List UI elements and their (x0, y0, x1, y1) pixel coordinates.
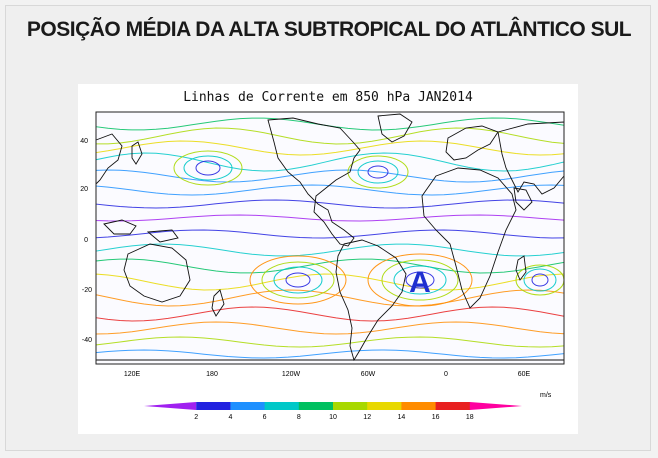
streamline (95, 214, 565, 222)
streamline (95, 140, 565, 156)
high-pressure-marker: A (409, 266, 431, 299)
lat-tick-minus-20: -20 (82, 287, 92, 294)
circulation-loop (261, 261, 335, 299)
circulation-loop (393, 265, 447, 295)
coast-east-asia (95, 133, 123, 186)
coast-europe (445, 125, 499, 161)
circulation-loop (347, 155, 409, 189)
coast-south-america (335, 239, 407, 362)
circulation-loop (249, 255, 347, 305)
colorbar-tick: 2 (194, 414, 198, 421)
colorbar-segment (298, 402, 334, 410)
colorbar-segment (435, 402, 471, 410)
circulation-loop (405, 271, 435, 289)
streamline (95, 273, 565, 291)
circulation-loop (195, 160, 221, 176)
colorbar-segment (367, 402, 402, 410)
colorbar: 2 4 6 8 10 12 14 16 18 (144, 402, 522, 421)
coast-indonesia (103, 219, 137, 235)
colorbar-segment (333, 402, 368, 410)
circulation-loop (381, 259, 459, 301)
colorbar-tick: 16 (432, 414, 440, 421)
colorbar-segment (401, 402, 437, 410)
colorbar-segment (264, 402, 300, 410)
lon-tick-120w: 120W (282, 371, 301, 378)
map-title: Linhas de Corrente em 850 hPa JAN2014 (183, 90, 473, 105)
circulation-loop (357, 160, 399, 184)
streamline (95, 321, 565, 335)
lat-tick-0: 0 (84, 237, 88, 244)
coast-greenland (377, 113, 413, 143)
lon-tick-60e: 60E (518, 371, 531, 378)
streamline (95, 258, 565, 274)
page-heading: POSIÇÃO MÉDIA DA ALTA SUBTROPICAL DO ATL… (26, 18, 632, 41)
lon-tick-120e: 120E (124, 371, 141, 378)
streamline (95, 306, 565, 322)
coast-north-america (267, 117, 361, 247)
streamline (95, 127, 565, 145)
circulation-loop (183, 155, 233, 181)
lat-tick-40: 40 (80, 138, 88, 145)
colorbar-tick: 8 (297, 414, 301, 421)
colorbar-tick: 4 (228, 414, 232, 421)
lon-tick-0: 0 (444, 371, 448, 378)
streamline (95, 152, 565, 172)
coast-new-zealand (211, 289, 225, 317)
lon-tick-180: 180 (206, 371, 218, 378)
streamline (95, 169, 565, 183)
circulation-loop (531, 273, 549, 287)
circulation-loop (523, 268, 557, 292)
streamline (95, 184, 565, 196)
streamlines (95, 117, 565, 359)
streamline (95, 199, 565, 209)
colorbar-tick: 18 (466, 414, 474, 421)
circulation-loop (173, 150, 243, 186)
coast-arabia (513, 187, 533, 211)
circulation-loop (367, 165, 389, 179)
streamline (95, 349, 565, 359)
coast-australia (123, 243, 191, 303)
colorbar-segment (144, 402, 197, 410)
streamline (95, 229, 565, 239)
colorbar-tick: 14 (398, 414, 406, 421)
coast-new-guinea (146, 229, 179, 243)
coast-madagascar (515, 255, 527, 281)
streamline (95, 243, 565, 257)
colorbar-unit: m/s (540, 392, 552, 399)
colorbar-segment (230, 402, 266, 410)
map-border (95, 111, 565, 365)
streamline (95, 336, 565, 348)
colorbar-tick: 6 (263, 414, 267, 421)
lat-tick-minus-40: -40 (82, 337, 92, 344)
colorbar-segment (196, 402, 231, 410)
lon-tick-60w: 60W (361, 371, 376, 378)
coast-japan (131, 141, 143, 165)
coast-africa (421, 167, 517, 309)
map-panel: Linhas de Corrente em 850 hPa JAN2014 (78, 84, 578, 434)
circulation-loop (273, 266, 323, 294)
circulation-loop (367, 253, 473, 307)
colorbar-tick: 12 (363, 414, 371, 421)
colorbar-tick: 10 (329, 414, 337, 421)
lat-tick-20: 20 (80, 186, 88, 193)
colorbar-segment (469, 402, 522, 410)
circulation-loop (285, 272, 311, 288)
streamline-map: 40 20 0 -20 -40 120E 180 120W 60W 0 60E … (80, 111, 565, 421)
